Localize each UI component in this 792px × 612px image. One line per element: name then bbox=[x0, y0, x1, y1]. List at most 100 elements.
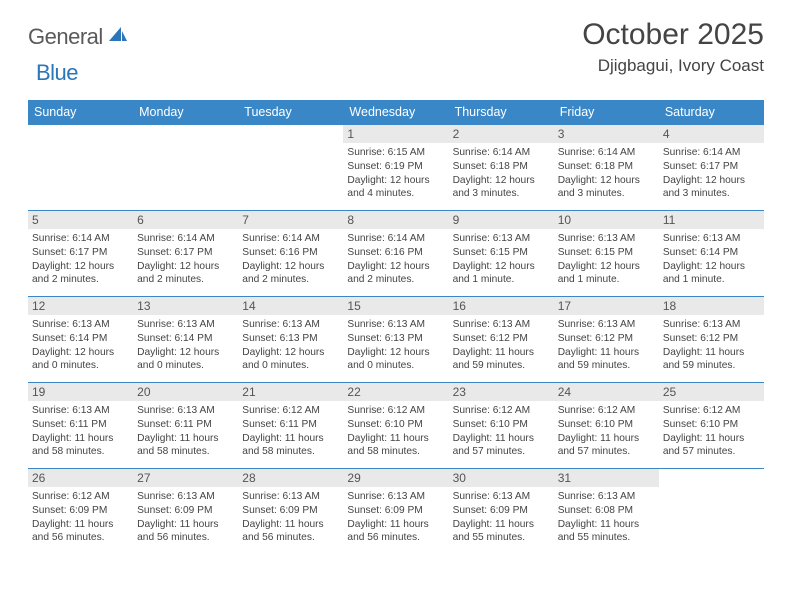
calendar-cell: 21 Sunrise: 6:12 AMSunset: 6:11 PMDayligh… bbox=[238, 383, 343, 469]
sunrise-text: Sunrise: 6:13 AM bbox=[663, 232, 760, 246]
dayheader-saturday: Saturday bbox=[659, 100, 764, 125]
day-details: Sunrise: 6:13 AMSunset: 6:13 PMDaylight:… bbox=[347, 318, 444, 373]
day-number: 21 bbox=[238, 383, 343, 401]
calendar-cell: 19Sunrise: 6:13 AMSunset: 6:11 PMDayligh… bbox=[28, 383, 133, 469]
day-details: Sunrise: 6:13 AMSunset: 6:12 PMDaylight:… bbox=[663, 318, 760, 373]
day-details: Sunrise: 6:13 AMSunset: 6:13 PMDaylight:… bbox=[242, 318, 339, 373]
sunrise-text: Sunrise: 6:14 AM bbox=[137, 232, 234, 246]
sunrise-text: Sunrise: 6:14 AM bbox=[453, 146, 550, 160]
daylight-text: and 1 minute. bbox=[663, 273, 760, 287]
day-details: Sunrise: 6:14 AMSunset: 6:16 PMDaylight:… bbox=[347, 232, 444, 287]
sunrise-text: Sunrise: 6:13 AM bbox=[663, 318, 760, 332]
day-details: Sunrise: 6:13 AMSunset: 6:12 PMDaylight:… bbox=[558, 318, 655, 373]
day-details: Sunrise: 6:14 AMSunset: 6:17 PMDaylight:… bbox=[663, 146, 760, 201]
sunrise-text: Sunrise: 6:13 AM bbox=[453, 232, 550, 246]
daylight-text: and 1 minute. bbox=[558, 273, 655, 287]
day-number: 24 bbox=[554, 383, 659, 401]
sunrise-text: Sunrise: 6:13 AM bbox=[32, 318, 129, 332]
daylight-text: and 58 minutes. bbox=[347, 445, 444, 459]
sunrise-text: Sunrise: 6:14 AM bbox=[663, 146, 760, 160]
day-number: 30 bbox=[449, 469, 554, 487]
day-details: Sunrise: 6:13 AMSunset: 6:11 PMDaylight:… bbox=[137, 404, 234, 459]
dayheader-sunday: Sunday bbox=[28, 100, 133, 125]
sunset-text: Sunset: 6:09 PM bbox=[137, 504, 234, 518]
day-details: Sunrise: 6:14 AMSunset: 6:16 PMDaylight:… bbox=[242, 232, 339, 287]
sunrise-text: Sunrise: 6:13 AM bbox=[32, 404, 129, 418]
calendar-cell: 11 Sunrise: 6:13 AMSunset: 6:14 PMDayligh… bbox=[659, 211, 764, 297]
dayheader-tuesday: Tuesday bbox=[238, 100, 343, 125]
daylight-text: Daylight: 12 hours bbox=[242, 260, 339, 274]
day-details: Sunrise: 6:13 AMSunset: 6:15 PMDaylight:… bbox=[453, 232, 550, 287]
sunrise-text: Sunrise: 6:13 AM bbox=[558, 232, 655, 246]
sunrise-text: Sunrise: 6:14 AM bbox=[347, 232, 444, 246]
daylight-text: and 3 minutes. bbox=[453, 187, 550, 201]
daylight-text: Daylight: 11 hours bbox=[137, 432, 234, 446]
calendar-week-row: 19Sunrise: 6:13 AMSunset: 6:11 PMDayligh… bbox=[28, 383, 764, 469]
daylight-text: and 2 minutes. bbox=[242, 273, 339, 287]
daylight-text: Daylight: 12 hours bbox=[453, 260, 550, 274]
sunset-text: Sunset: 6:15 PM bbox=[453, 246, 550, 260]
day-number: 18 bbox=[659, 297, 764, 315]
day-number: 27 bbox=[133, 469, 238, 487]
day-number: 26 bbox=[28, 469, 133, 487]
sunset-text: Sunset: 6:17 PM bbox=[32, 246, 129, 260]
dayheader-wednesday: Wednesday bbox=[343, 100, 448, 125]
sunset-text: Sunset: 6:13 PM bbox=[347, 332, 444, 346]
calendar-week-row: 5Sunrise: 6:14 AMSunset: 6:17 PMDaylight… bbox=[28, 211, 764, 297]
day-number: 15 bbox=[343, 297, 448, 315]
calendar-cell: 16Sunrise: 6:13 AMSunset: 6:12 PMDayligh… bbox=[449, 297, 554, 383]
calendar-week-row: 1Sunrise: 6:15 AMSunset: 6:19 PMDaylight… bbox=[28, 125, 764, 211]
daylight-text: Daylight: 12 hours bbox=[558, 260, 655, 274]
day-details: Sunrise: 6:13 AMSunset: 6:14 PMDaylight:… bbox=[32, 318, 129, 373]
sunrise-text: Sunrise: 6:13 AM bbox=[347, 318, 444, 332]
daylight-text: and 59 minutes. bbox=[663, 359, 760, 373]
day-details: Sunrise: 6:12 AMSunset: 6:09 PMDaylight:… bbox=[32, 490, 129, 545]
day-number: 11 bbox=[659, 211, 764, 229]
day-details: Sunrise: 6:12 AMSunset: 6:10 PMDaylight:… bbox=[347, 404, 444, 459]
daylight-text: Daylight: 12 hours bbox=[663, 260, 760, 274]
calendar-cell: 26 Sunrise: 6:12 AMSunset: 6:09 PMDayligh… bbox=[28, 469, 133, 555]
sunrise-text: Sunrise: 6:13 AM bbox=[137, 318, 234, 332]
daylight-text: Daylight: 11 hours bbox=[242, 432, 339, 446]
day-number: 7 bbox=[238, 211, 343, 229]
daylight-text: and 0 minutes. bbox=[32, 359, 129, 373]
sunrise-text: Sunrise: 6:12 AM bbox=[558, 404, 655, 418]
sunset-text: Sunset: 6:14 PM bbox=[137, 332, 234, 346]
day-details: Sunrise: 6:13 AMSunset: 6:11 PMDaylight:… bbox=[32, 404, 129, 459]
day-number: 14 bbox=[238, 297, 343, 315]
daylight-text: and 59 minutes. bbox=[453, 359, 550, 373]
daylight-text: Daylight: 11 hours bbox=[453, 432, 550, 446]
sunrise-text: Sunrise: 6:12 AM bbox=[663, 404, 760, 418]
day-details: Sunrise: 6:14 AMSunset: 6:18 PMDaylight:… bbox=[453, 146, 550, 201]
sunset-text: Sunset: 6:12 PM bbox=[663, 332, 760, 346]
calendar-cell: 1Sunrise: 6:15 AMSunset: 6:19 PMDaylight… bbox=[343, 125, 448, 211]
day-details: Sunrise: 6:12 AMSunset: 6:11 PMDaylight:… bbox=[242, 404, 339, 459]
daylight-text: Daylight: 11 hours bbox=[242, 518, 339, 532]
sunrise-text: Sunrise: 6:13 AM bbox=[347, 490, 444, 504]
sunrise-text: Sunrise: 6:13 AM bbox=[558, 318, 655, 332]
sunset-text: Sunset: 6:14 PM bbox=[663, 246, 760, 260]
day-number: 3 bbox=[554, 125, 659, 143]
sunset-text: Sunset: 6:19 PM bbox=[347, 160, 444, 174]
day-number: 5 bbox=[28, 211, 133, 229]
daylight-text: Daylight: 12 hours bbox=[347, 174, 444, 188]
calendar-cell: 28Sunrise: 6:13 AMSunset: 6:09 PMDayligh… bbox=[238, 469, 343, 555]
daylight-text: Daylight: 12 hours bbox=[242, 346, 339, 360]
month-title: October 2025 bbox=[582, 18, 764, 52]
sunrise-text: Sunrise: 6:12 AM bbox=[347, 404, 444, 418]
day-number: 17 bbox=[554, 297, 659, 315]
calendar-week-row: 12Sunrise: 6:13 AMSunset: 6:14 PMDayligh… bbox=[28, 297, 764, 383]
sunrise-text: Sunrise: 6:14 AM bbox=[32, 232, 129, 246]
brand-general: General bbox=[28, 24, 103, 50]
calendar-cell: 15 Sunrise: 6:13 AMSunset: 6:13 PMDayligh… bbox=[343, 297, 448, 383]
day-details: Sunrise: 6:12 AMSunset: 6:10 PMDaylight:… bbox=[453, 404, 550, 459]
day-number: 28 bbox=[238, 469, 343, 487]
sunset-text: Sunset: 6:14 PM bbox=[32, 332, 129, 346]
calendar-cell: 30Sunrise: 6:13 AMSunset: 6:09 PMDayligh… bbox=[449, 469, 554, 555]
daylight-text: and 1 minute. bbox=[453, 273, 550, 287]
day-details: Sunrise: 6:12 AMSunset: 6:10 PMDaylight:… bbox=[663, 404, 760, 459]
calendar-cell: 20Sunrise: 6:13 AMSunset: 6:11 PMDayligh… bbox=[133, 383, 238, 469]
location-label: Djigbagui, Ivory Coast bbox=[582, 56, 764, 76]
day-number: 13 bbox=[133, 297, 238, 315]
daylight-text: Daylight: 11 hours bbox=[558, 518, 655, 532]
